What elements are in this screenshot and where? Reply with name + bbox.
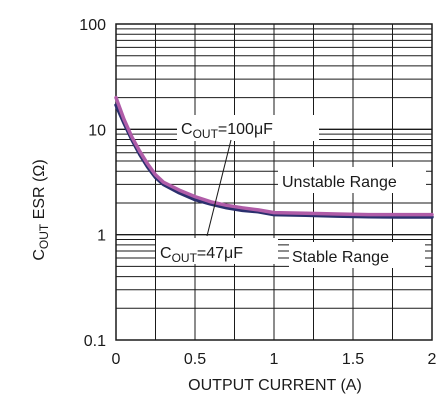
y-axis-title: COUT ESR (Ω) xyxy=(31,159,51,260)
y-tick-label: 1 xyxy=(97,228,106,245)
annotation-cout-100: COUT=100μF xyxy=(181,121,273,141)
x-axis-title: OUTPUT CURRENT (A) xyxy=(188,377,362,394)
annotation-stable-range: Stable Range xyxy=(292,249,389,266)
tick-labels: 0 0.5 1 1.5 2 0.1 1 10 100 xyxy=(79,17,436,368)
x-tick-label: 1.5 xyxy=(342,351,364,368)
x-tick-label: 0 xyxy=(112,351,121,368)
series-line-2 xyxy=(114,95,434,217)
annotation-cout-47: COUT=47μF xyxy=(160,245,243,265)
y-tick-label: 100 xyxy=(79,17,106,34)
label-box-stable xyxy=(289,242,425,268)
y-tick-label: 10 xyxy=(88,122,106,139)
label-box-unstable xyxy=(278,167,426,193)
annotation-unstable-range: Unstable Range xyxy=(282,174,397,191)
series-lines xyxy=(114,95,434,219)
y-tick-label: 0.1 xyxy=(84,333,106,350)
leader-cout-100 xyxy=(206,139,232,237)
plot-frame xyxy=(115,23,433,341)
x-tick-label: 2 xyxy=(428,351,437,368)
label-box-cout-47 xyxy=(156,238,278,264)
label-box-cout-100 xyxy=(177,115,319,141)
x-tick-label: 0.5 xyxy=(184,351,206,368)
x-tick-label: 1 xyxy=(270,351,279,368)
